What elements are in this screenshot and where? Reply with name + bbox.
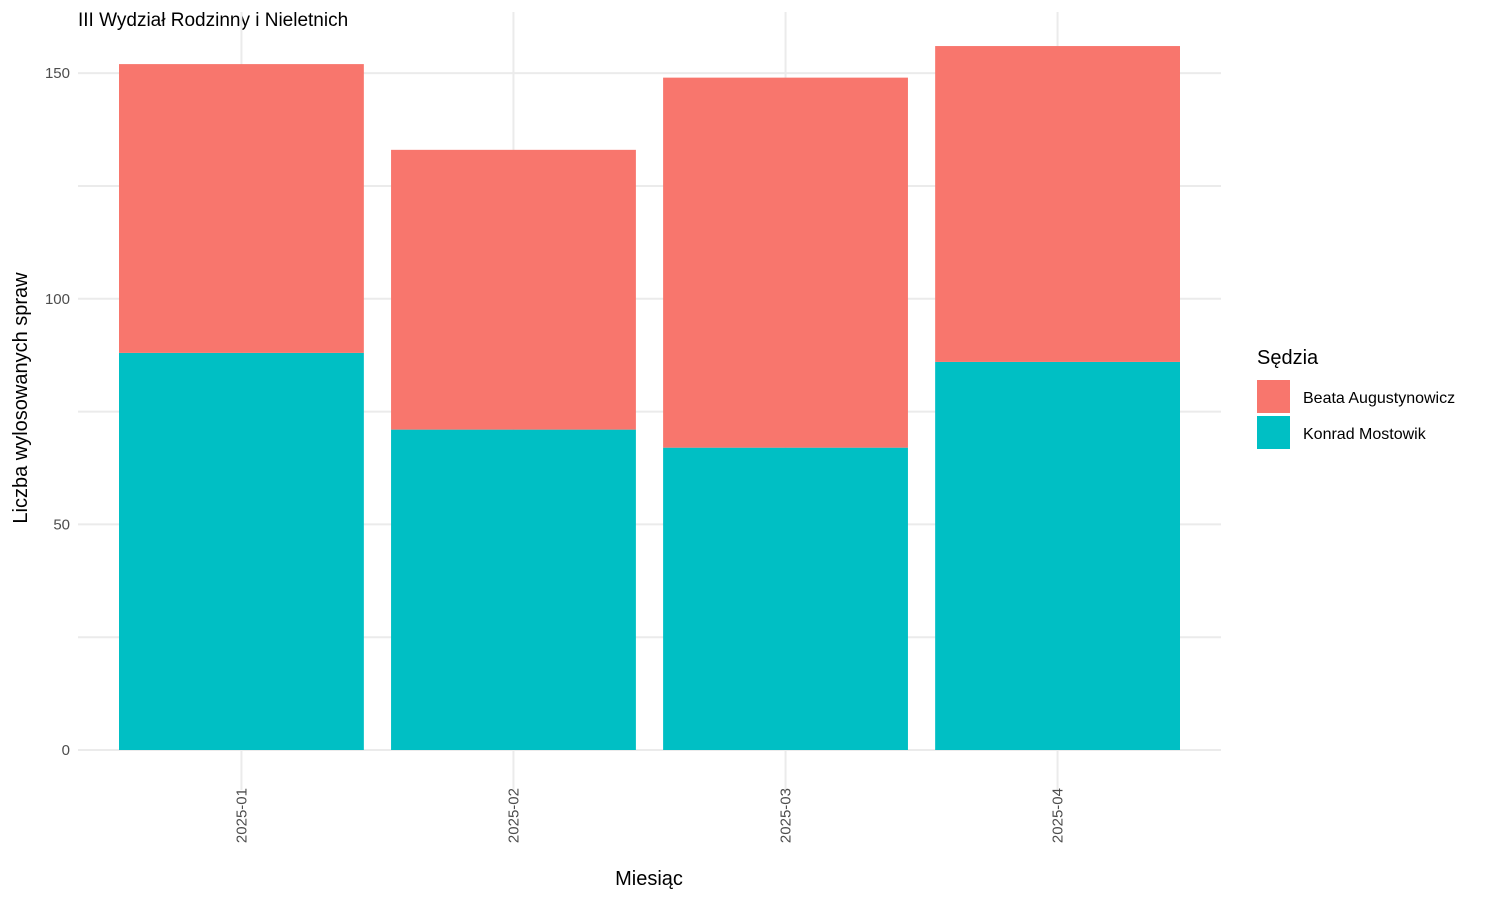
- bar-segment-konrad-mostowik: [663, 447, 908, 750]
- bars: [119, 46, 1180, 750]
- legend-label: Beata Augustynowicz: [1303, 390, 1455, 407]
- x-tick-label: 2025-01: [233, 788, 250, 843]
- y-axis-title: Liczba wylosowanych spraw: [10, 272, 32, 524]
- bar-segment-beata-augustynowicz: [935, 46, 1180, 362]
- y-axis-ticks: 0 50 100 150: [45, 65, 70, 759]
- bar-segment-beata-augustynowicz: [119, 64, 364, 353]
- bar-segment-konrad-mostowik: [935, 361, 1180, 750]
- x-tick-label: 2025-03: [778, 788, 795, 843]
- legend-key: [1257, 416, 1290, 449]
- bar-segment-konrad-mostowik: [119, 352, 364, 750]
- legend-title: Sędzia: [1257, 347, 1319, 369]
- bar-segment-konrad-mostowik: [391, 429, 636, 750]
- chart-title: III Wydział Rodzinny i Nieletnich: [78, 10, 348, 31]
- y-tick-label: 0: [62, 742, 70, 759]
- legend-items: Beata Augustynowicz Konrad Mostowik: [1257, 380, 1455, 449]
- legend-key: [1257, 380, 1290, 413]
- legend-label: Konrad Mostowik: [1303, 426, 1427, 443]
- x-tick-label: 2025-02: [505, 788, 522, 843]
- x-axis-title: Miesiąc: [615, 868, 683, 890]
- x-tick-label: 2025-04: [1050, 788, 1067, 843]
- y-tick-label: 100: [45, 291, 70, 308]
- y-tick-label: 150: [45, 65, 70, 82]
- bar-segment-beata-augustynowicz: [663, 77, 908, 448]
- legend: Sędzia Beata Augustynowicz Konrad Mostowi…: [1257, 347, 1455, 449]
- bar-segment-beata-augustynowicz: [391, 149, 636, 430]
- y-tick-label: 50: [53, 516, 70, 533]
- x-axis-ticks: 2025-01 2025-02 2025-03 2025-04: [233, 788, 1066, 843]
